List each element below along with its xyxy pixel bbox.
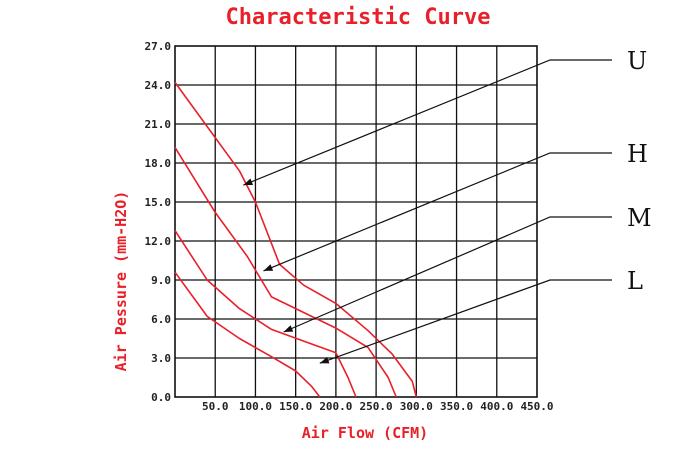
leader-arrowhead xyxy=(283,325,294,332)
curves xyxy=(174,81,418,398)
x-tick-label: 200.0 xyxy=(319,400,352,413)
x-tick-label: 150.0 xyxy=(279,400,312,413)
leader-arrowhead xyxy=(319,356,330,364)
x-tick-label: 250.0 xyxy=(360,400,393,413)
y-tick-labels: 0.0 3.0 6.0 9.0 12.0 15.0 18.0 21.0 24.0 27.0 xyxy=(145,40,172,404)
x-tick-label: 100.0 xyxy=(239,400,272,413)
grid xyxy=(174,45,538,398)
series-label-m: M xyxy=(627,204,652,232)
series-label-h: H xyxy=(627,140,648,168)
x-axis-label: Air Flow (CFM) xyxy=(302,424,428,442)
y-tick-label: 24.0 xyxy=(145,79,172,92)
curve-h xyxy=(174,146,397,398)
series-label-l: L xyxy=(627,267,643,295)
x-tick-label: 300.0 xyxy=(400,400,433,413)
plot-frame xyxy=(174,45,538,398)
y-tick-label: 9.0 xyxy=(151,274,171,287)
x-tick-label: 400.0 xyxy=(480,400,513,413)
y-tick-label: 0.0 xyxy=(151,391,171,404)
leader-line-l xyxy=(319,279,612,364)
chart-title: Characteristic Curve xyxy=(226,5,491,30)
y-tick-label: 6.0 xyxy=(151,313,171,326)
y-axis-label: Air Pessure (mm-H2O) xyxy=(112,191,130,372)
y-tick-label: 21.0 xyxy=(145,118,172,131)
leader-line-m xyxy=(283,216,612,333)
leader-arrowhead xyxy=(263,264,274,271)
y-tick-label: 12.0 xyxy=(145,235,172,248)
series-label-u: U xyxy=(627,47,647,75)
curve-m xyxy=(174,230,357,398)
y-tick-label: 3.0 xyxy=(151,352,171,365)
x-tick-labels: 50.0 100.0 150.0 200.0 250.0 300.0 350.0 400.0 4… xyxy=(202,400,554,413)
x-tick-label: 350.0 xyxy=(440,400,473,413)
leader-lines: U H M L xyxy=(243,47,652,364)
leader-arrowhead xyxy=(243,178,254,186)
y-tick-label: 15.0 xyxy=(145,196,172,209)
x-tick-label: 50.0 xyxy=(202,400,229,413)
leader-line-u xyxy=(243,59,612,186)
curve-l xyxy=(174,271,321,398)
leader-line-h xyxy=(263,152,612,272)
x-tick-label: 450.0 xyxy=(520,400,553,413)
curve-u xyxy=(174,81,418,398)
y-tick-label: 27.0 xyxy=(145,40,172,53)
y-tick-label: 18.0 xyxy=(145,157,172,170)
